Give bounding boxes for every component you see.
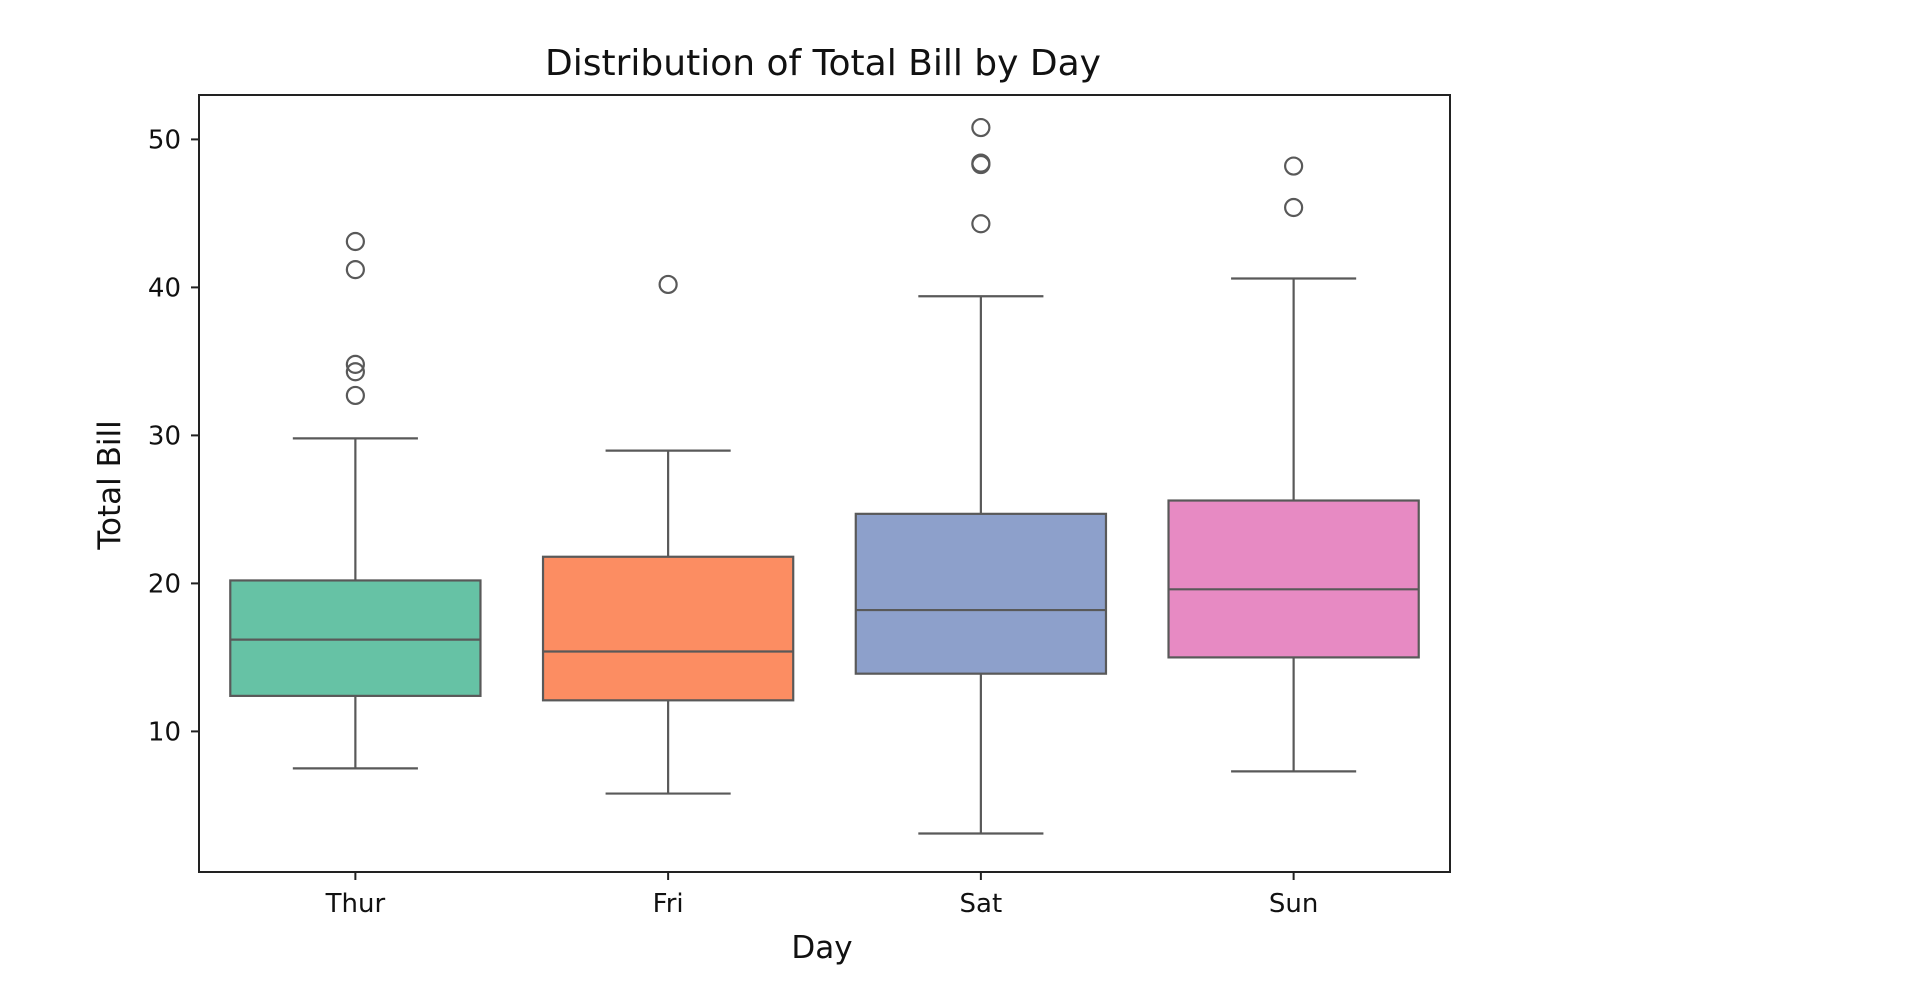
- box-sun: [1167, 156, 1420, 773]
- box-sat: [854, 117, 1108, 835]
- y-tick-label: 40: [148, 273, 181, 303]
- box-thur: [229, 231, 482, 770]
- chart-title: Distribution of Total Bill by Day: [545, 43, 1101, 84]
- y-axis-label: Total Bill: [92, 420, 128, 550]
- outlier-point: [345, 385, 365, 406]
- y-axis: 10 20 30 40 50: [148, 125, 199, 747]
- outlier-point: [1284, 197, 1304, 218]
- plot-frame: [198, 94, 1451, 873]
- outlier-point: [971, 153, 991, 173]
- plot-area: [229, 117, 1420, 835]
- outlier-point: [1284, 156, 1304, 176]
- outlier-point: [345, 260, 365, 280]
- iqr-box: [541, 555, 795, 702]
- y-tick-label: 10: [148, 717, 181, 747]
- box-fri: [541, 274, 795, 795]
- x-tick-label: Fri: [653, 889, 684, 919]
- outlier-point: [658, 274, 678, 295]
- x-tick-label: Sun: [1269, 889, 1318, 919]
- outlier-point: [971, 117, 991, 138]
- x-axis: Thur Fri Sat Sun: [325, 872, 1318, 919]
- y-tick-label: 50: [148, 125, 181, 155]
- outlier-point: [971, 214, 991, 234]
- iqr-box: [1167, 499, 1420, 659]
- x-axis-label: Day: [791, 930, 852, 966]
- x-tick-label: Sat: [960, 889, 1003, 919]
- iqr-box: [229, 579, 482, 697]
- x-tick-label: Thur: [325, 889, 386, 919]
- y-tick-label: 30: [148, 421, 181, 451]
- outlier-point: [345, 231, 365, 252]
- outlier-point: [345, 362, 365, 382]
- iqr-box: [854, 512, 1108, 675]
- y-tick-label: 20: [148, 569, 181, 599]
- outlier-point: [345, 354, 365, 374]
